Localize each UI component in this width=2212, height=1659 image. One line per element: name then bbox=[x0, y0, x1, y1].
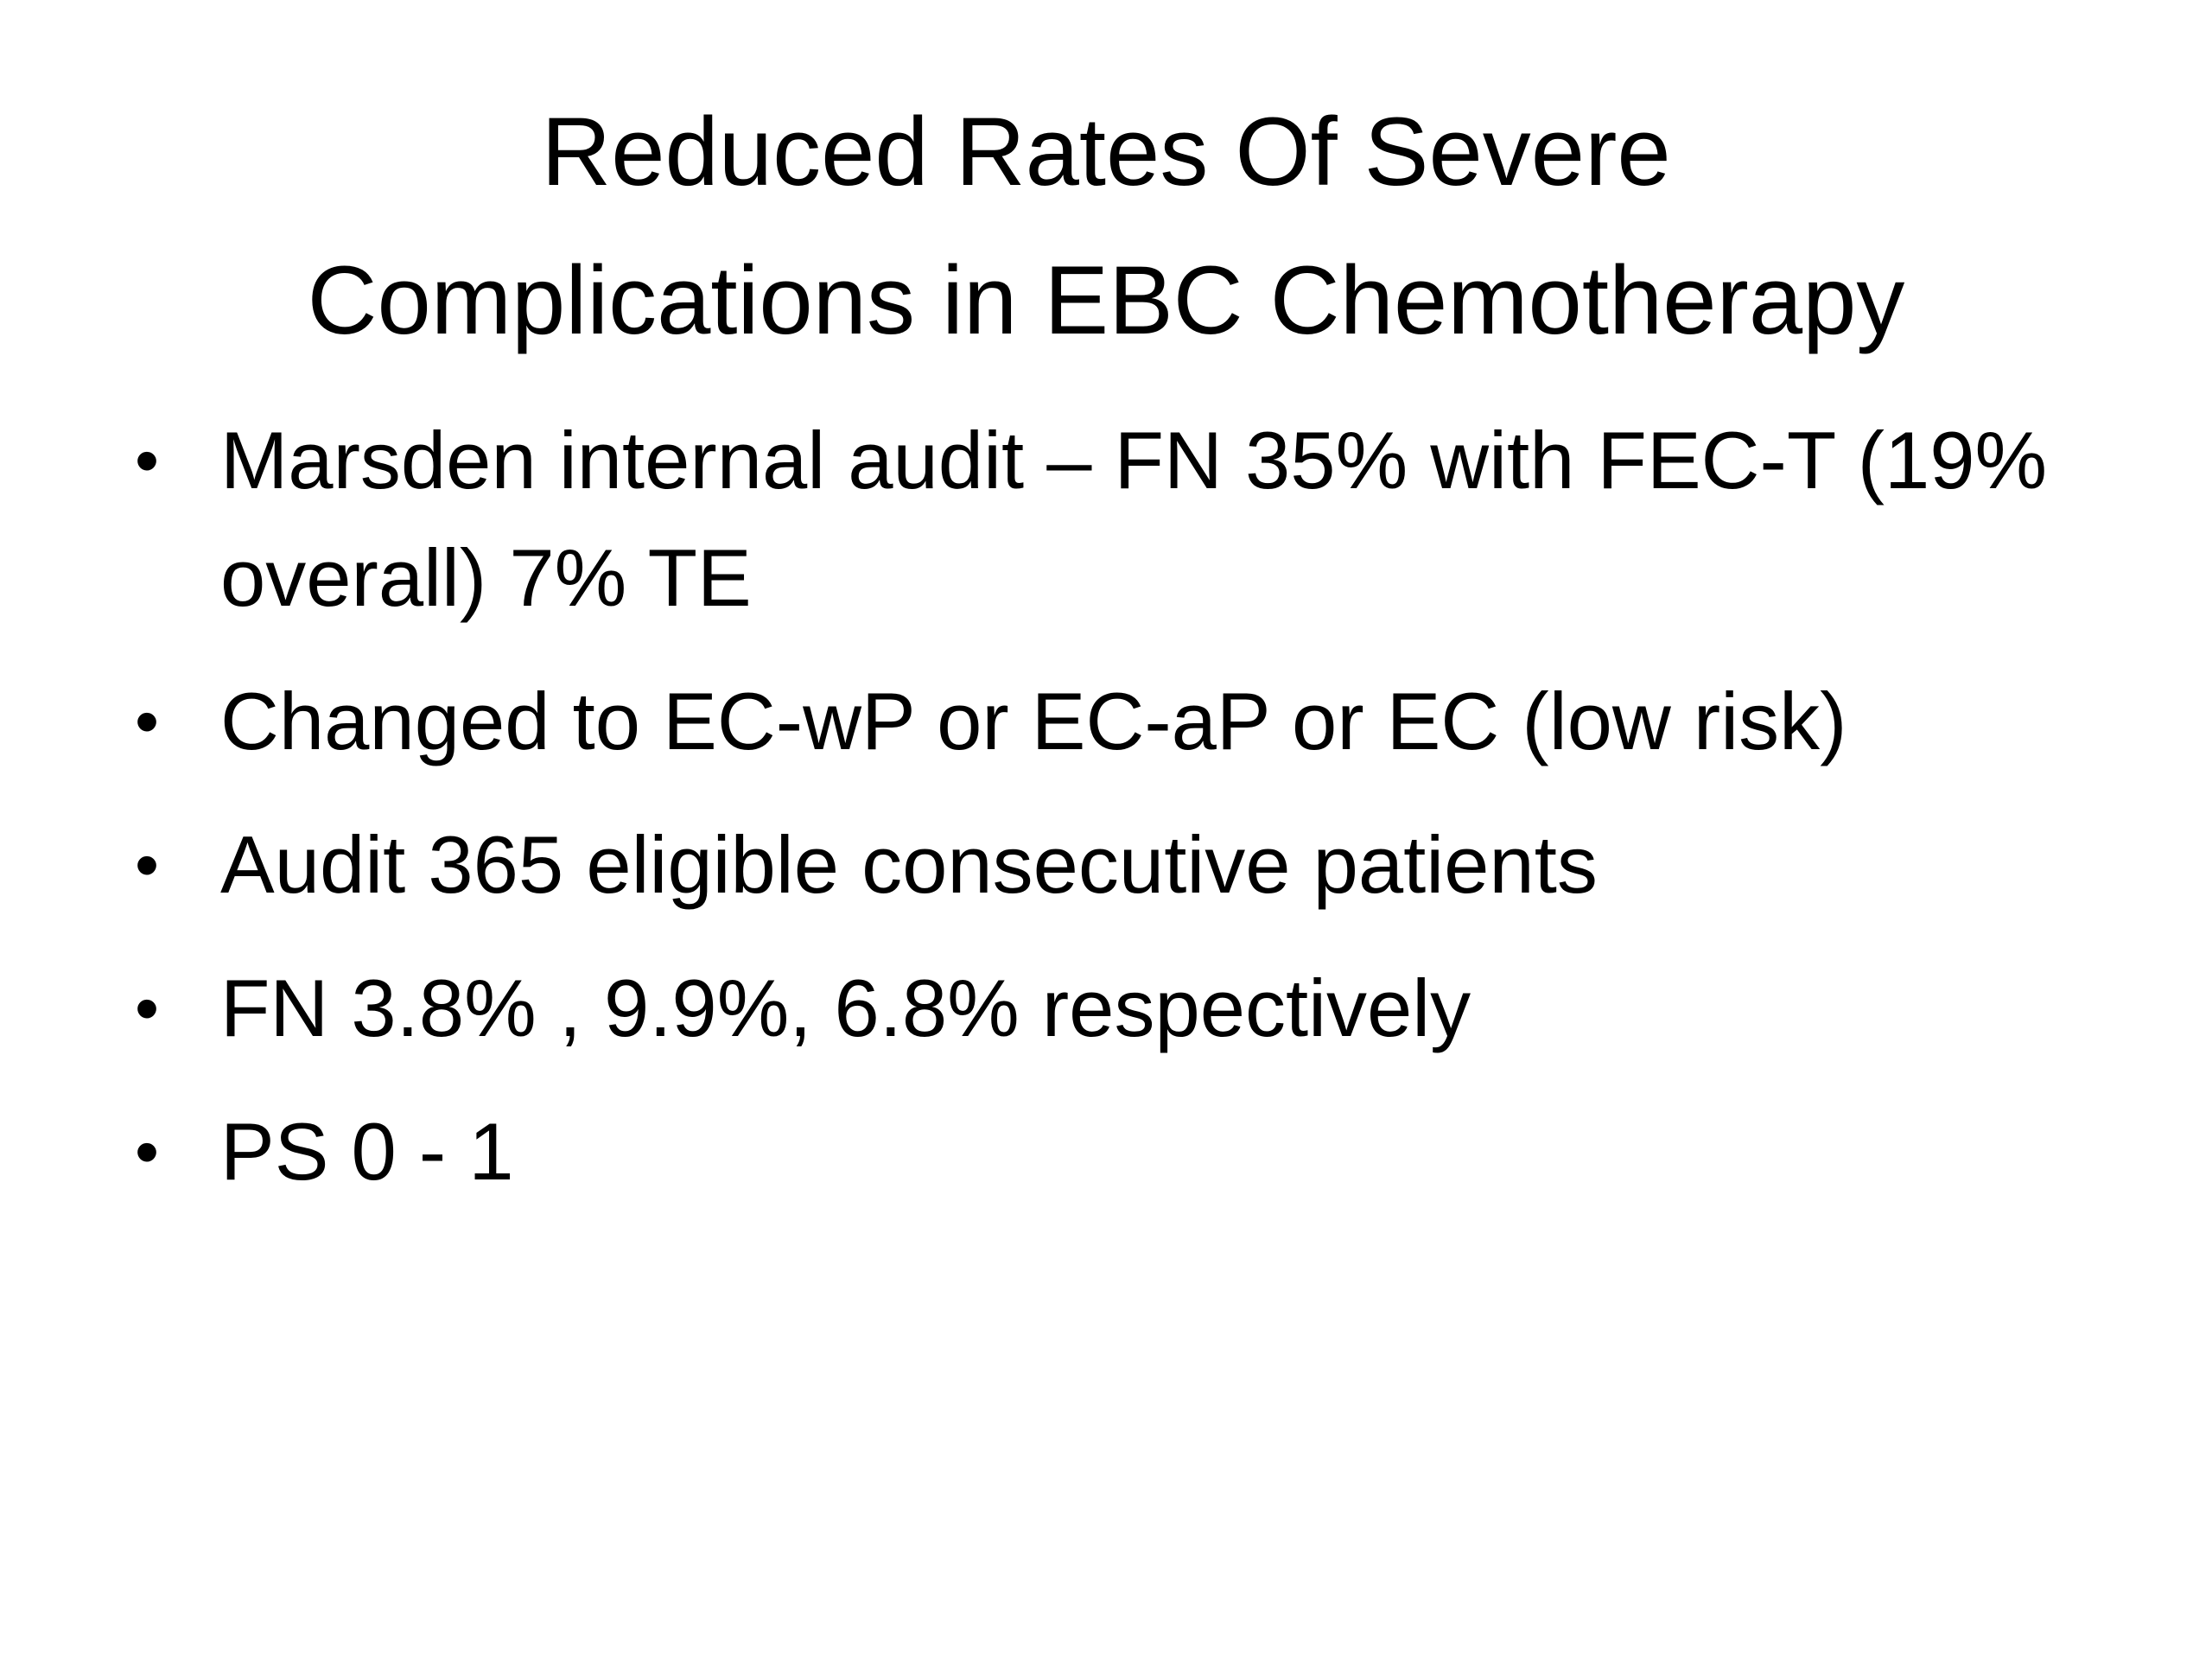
bullet-text: PS 0 - 1 bbox=[220, 1106, 514, 1197]
bullet-dot-icon: • bbox=[134, 1113, 159, 1190]
bullet-text: FN 3.8% , 9.9%, 6.8% respectively bbox=[220, 963, 1471, 1053]
bullet-dot-icon: • bbox=[134, 422, 159, 499]
slide-title-line-2: Complications in EBC Chemotherapy bbox=[307, 246, 1905, 354]
bullet-item: • Audit 365 eligible consecutive patient… bbox=[130, 806, 2117, 924]
bullet-item: • Changed to EC-wP or EC-aP or EC (low r… bbox=[130, 663, 2117, 780]
slide-title-line-1: Reduced Rates Of Severe bbox=[541, 98, 1671, 206]
bullet-item: • Marsden internal audit – FN 35% with F… bbox=[130, 402, 2117, 637]
bullet-text: Audit 365 eligible consecutive patients bbox=[220, 819, 1598, 910]
bullet-item: • PS 0 - 1 bbox=[130, 1093, 2117, 1211]
bullet-list: • Marsden internal audit – FN 35% with F… bbox=[130, 402, 2117, 1236]
bullet-text: Changed to EC-wP or EC-aP or EC (low ris… bbox=[220, 676, 1847, 766]
bullet-dot-icon: • bbox=[134, 969, 159, 1046]
bullet-item: • FN 3.8% , 9.9%, 6.8% respectively bbox=[130, 950, 2117, 1067]
bullet-text: Marsden internal audit – FN 35% with FEC… bbox=[220, 415, 2048, 623]
bullet-dot-icon: • bbox=[134, 683, 159, 760]
slide-title: Reduced Rates Of Severe Complications in… bbox=[138, 78, 2074, 375]
bullet-dot-icon: • bbox=[134, 826, 159, 903]
